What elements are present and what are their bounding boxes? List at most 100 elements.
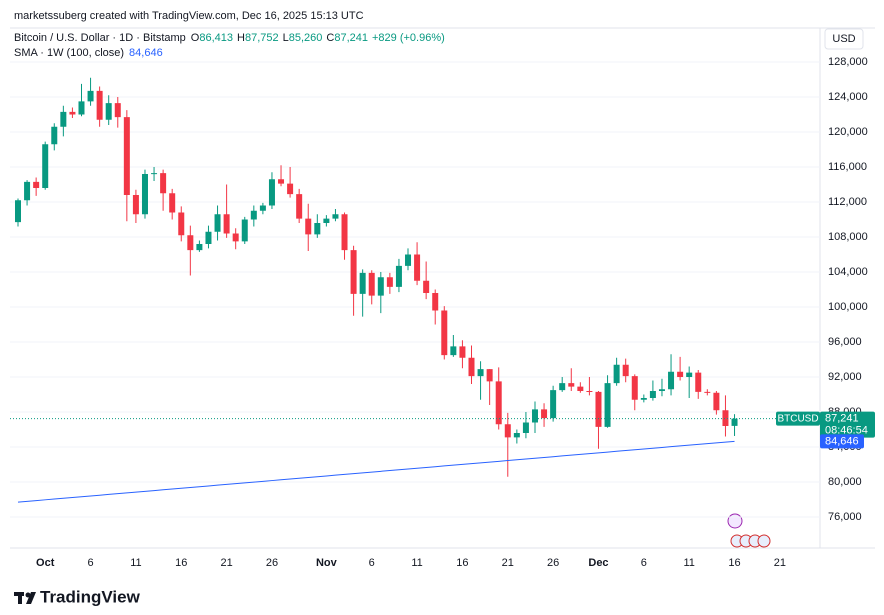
x-tick-label: 16 [728,557,740,569]
x-tick-label: 21 [502,557,514,569]
ohlc-value: 85,260 [289,32,323,44]
candle-body [722,410,729,426]
legend-sma: SMA · 1W (100, close) 84,646 [14,47,163,59]
candle-body [486,369,493,382]
candle-body [414,254,421,281]
candle-body [731,418,738,426]
candle-body [459,346,466,358]
candle-body [450,346,457,356]
candle-body [513,432,520,438]
y-tick-label: 104,000 [828,266,868,278]
ohlc-prefix: O [191,32,200,44]
sma-line [17,440,735,503]
y-tick-label: 120,000 [828,126,868,138]
candle-body [223,214,230,234]
candle-body [241,219,248,242]
candle-body [541,409,548,419]
x-tick-label: 11 [683,557,694,569]
candle-body [232,233,239,242]
candle-body [287,183,294,195]
candle-body [423,280,430,294]
candle-body [368,272,375,296]
candle-body [359,272,366,294]
x-tick-label: 6 [369,557,375,569]
ohlc-prefix: L [283,32,289,44]
candle-body [105,103,112,120]
symbol-tag [776,411,820,426]
candle-body [504,424,511,438]
candle-body [187,235,194,251]
candle-body [658,389,665,391]
candle-body [114,103,121,118]
sma-value: 84,646 [129,47,163,59]
candle-body [377,277,384,296]
candle-body [96,90,103,120]
x-tick-label: Oct [36,557,55,569]
sma-tag [820,434,864,449]
candle-body [123,117,130,196]
candle-body [15,200,21,223]
candle-body [577,386,584,391]
y-tick-label: 100,000 [828,301,868,313]
candle-body [631,376,638,400]
x-tick-label: 26 [547,557,559,569]
x-tick-label: Dec [588,557,608,569]
candle-body [640,397,647,400]
symbol-tag-label: BTCUSD [777,413,818,424]
candle-body [386,277,393,287]
candle-body [495,381,502,425]
y-tick-label: 124,000 [828,91,868,103]
candle-body [51,126,58,145]
flag-icon[interactable] [757,534,771,548]
candle-body [622,364,629,377]
candle-body [323,218,330,224]
legend-title: Bitcoin / U.S. Dollar · 1D · Bitstamp [14,32,186,44]
x-tick-label: 21 [774,557,786,569]
ohlc-prefix: H [237,32,245,44]
candle-body [69,111,76,115]
countdown: 08:46:54 [825,425,868,437]
candle-body [60,111,67,127]
y-tick-label: 108,000 [828,231,868,243]
candle-body [314,223,321,235]
y-tick-label: 128,000 [828,56,868,68]
event-icon[interactable] [727,513,743,529]
candle-body [704,391,711,393]
candle-body [132,195,139,215]
x-tick-label: Nov [316,557,338,569]
attribution: marketssuberg created with TradingView.c… [14,10,364,22]
candle-body [205,231,212,245]
currency-box[interactable] [824,28,864,50]
y-tick-label: 96,000 [828,336,862,348]
candle-body [468,357,475,377]
candle-body [296,194,303,219]
candle-body [268,179,275,206]
logo-part [26,592,36,604]
currency[interactable]: USD [832,33,855,45]
candle-body [595,391,602,427]
event-icons[interactable] [727,513,771,548]
candle-body [178,212,185,236]
candle-body [160,173,167,194]
candle-body [214,214,221,232]
candle-body [87,90,94,102]
candle-body [250,210,257,220]
ohlc-value: 86,413 [199,32,233,44]
candle-body [278,179,285,184]
candle-body [341,214,348,251]
candle-body [78,101,85,115]
x-tick-label: 11 [411,557,422,569]
price-tag [820,411,875,438]
y-tick-label: 112,000 [828,196,867,208]
candle-body [350,250,357,294]
brand-logo [14,592,36,604]
candle-body [477,369,484,377]
candle-body [522,422,529,433]
sma-tag-label: 84,646 [825,435,859,447]
x-tick-label: 6 [641,557,647,569]
x-tick-label: 16 [175,557,187,569]
candle-body [668,371,675,390]
candle-body [695,372,702,392]
x-tick-label: 16 [456,557,468,569]
